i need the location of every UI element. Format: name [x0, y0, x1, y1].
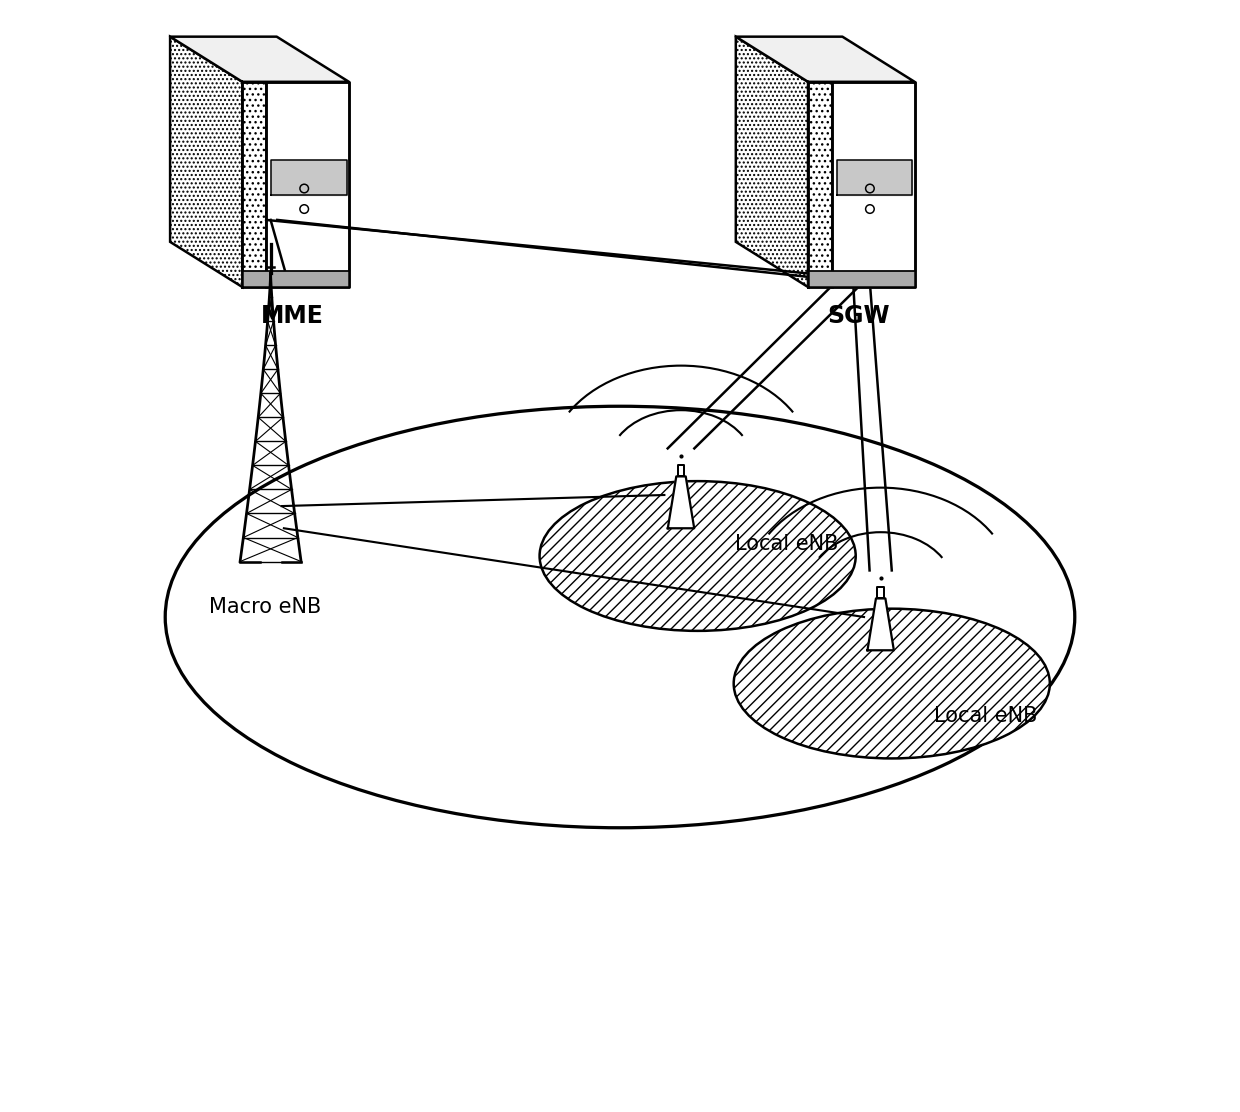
Polygon shape [878, 587, 884, 598]
Polygon shape [837, 160, 913, 195]
Text: Local eNB: Local eNB [734, 534, 838, 554]
Ellipse shape [734, 608, 1050, 758]
Polygon shape [170, 37, 348, 82]
Polygon shape [808, 270, 915, 287]
Polygon shape [242, 270, 348, 287]
Ellipse shape [539, 481, 856, 631]
Polygon shape [735, 37, 915, 82]
Polygon shape [270, 160, 347, 195]
Polygon shape [242, 82, 267, 287]
Text: SGW: SGW [827, 305, 890, 328]
Polygon shape [170, 37, 242, 287]
Polygon shape [267, 82, 348, 287]
Text: Local eNB: Local eNB [935, 706, 1038, 726]
Polygon shape [735, 37, 808, 287]
Text: MME: MME [262, 305, 324, 328]
Polygon shape [668, 476, 694, 528]
Polygon shape [868, 598, 894, 651]
Polygon shape [808, 82, 832, 287]
Text: Macro eNB: Macro eNB [208, 597, 321, 617]
Polygon shape [832, 82, 915, 287]
Polygon shape [678, 465, 684, 476]
